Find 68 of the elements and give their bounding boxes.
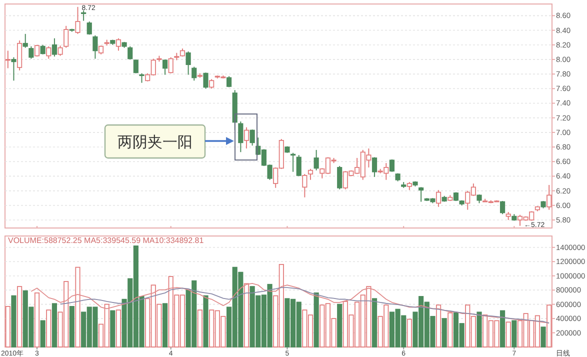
bar [506,322,511,348]
candlestick [92,34,98,60]
bar [448,312,453,348]
candlestick [11,56,16,82]
candlestick [186,50,191,76]
bar [5,306,10,348]
candlestick [128,46,133,60]
bar [244,283,250,348]
bar [17,286,22,348]
candlestick [139,72,144,84]
chart-title: VOLUME:588752.25 MA5:339545.59 MA10:334892.81 [8,236,204,245]
candlestick [308,168,314,180]
candlestick [86,21,92,36]
candlestick [238,120,244,153]
bar [540,326,546,348]
bar [34,292,40,348]
bar [406,318,412,348]
candlestick [389,158,395,172]
candlestick [133,58,138,74]
bar [512,320,517,348]
bar [546,304,552,348]
candlestick [162,58,168,76]
candlestick [436,190,442,208]
candlestick [40,44,46,55]
bar [116,310,122,348]
candlestick [203,72,208,90]
bar [442,318,447,348]
candlestick [64,25,69,48]
candlestick [302,174,308,198]
bar [197,310,202,348]
candlestick [81,10,86,22]
candlestick [337,165,342,190]
candlestick [290,152,296,172]
candlestick [244,126,250,149]
bar [69,306,74,348]
bar [75,266,80,348]
candlestick [250,129,255,146]
candlestick [46,46,52,60]
bar [476,312,482,348]
line-series [60,287,550,324]
bar [500,310,506,348]
annotation: 两阴夹一阳 [118,133,192,151]
bar [337,304,342,348]
candlestick [209,78,214,90]
candlestick [5,50,10,69]
bar [162,303,168,348]
candlestick [75,6,80,34]
candlestick [500,200,506,215]
candlestick [22,33,28,48]
candlestick [28,46,34,60]
bar [314,292,319,348]
bar [40,320,46,348]
candlestick [168,56,174,74]
bar [436,304,442,348]
bar [46,310,52,348]
candlestick [58,45,63,56]
candlestick [418,186,424,202]
bar [52,303,58,348]
bar [11,295,16,348]
candlestick [296,154,302,177]
bar [203,295,208,348]
candlestick [52,38,58,58]
bar [372,298,378,348]
candlestick [372,156,378,178]
candlestick [192,66,197,82]
candlestick [116,38,122,52]
bar [110,310,116,348]
candlestick [314,149,319,171]
